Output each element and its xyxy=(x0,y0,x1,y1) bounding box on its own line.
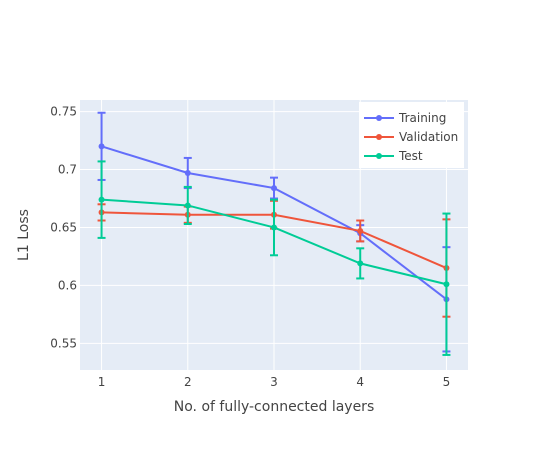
x-tick-label: 4 xyxy=(356,375,364,389)
data-point xyxy=(357,260,364,267)
legend: Training Validation Test xyxy=(359,102,464,168)
series-layer xyxy=(97,111,451,356)
x-tick-label: 2 xyxy=(184,375,192,389)
data-point xyxy=(271,185,277,192)
x-axis-title: No. of fully-connected layers xyxy=(174,399,374,415)
data-point xyxy=(98,143,105,150)
y-tick-label: 0.7 xyxy=(58,163,77,177)
legend-item-training: Training xyxy=(364,111,446,125)
data-point xyxy=(443,281,450,288)
data-point xyxy=(184,202,191,209)
x-tick-label: 1 xyxy=(98,375,106,389)
series-test xyxy=(97,160,451,356)
legend-item-validation: Validation xyxy=(364,130,458,144)
y-tick-label: 0.55 xyxy=(50,336,77,350)
legend-label: Training xyxy=(398,111,446,125)
data-point xyxy=(98,196,105,203)
tick-labels: 1 2 3 4 5 0.55 0.6 0.65 0.7 0.75 xyxy=(50,105,450,389)
data-point xyxy=(184,170,191,177)
data-point xyxy=(357,227,364,234)
legend-swatch-marker xyxy=(376,153,382,159)
y-tick-label: 0.65 xyxy=(50,220,77,234)
x-tick-label: 3 xyxy=(270,375,278,389)
legend-swatch-marker xyxy=(376,115,382,121)
legend-item-test: Test xyxy=(364,149,423,163)
y-tick-label: 0.6 xyxy=(58,278,77,292)
legend-label: Validation xyxy=(399,130,458,144)
legend-label: Test xyxy=(398,149,423,163)
data-point xyxy=(271,224,277,231)
y-tick-label: 0.75 xyxy=(50,105,77,119)
y-axis-title: L1 Loss xyxy=(16,209,32,261)
legend-swatch-marker xyxy=(376,134,382,140)
x-tick-label: 5 xyxy=(443,375,451,389)
